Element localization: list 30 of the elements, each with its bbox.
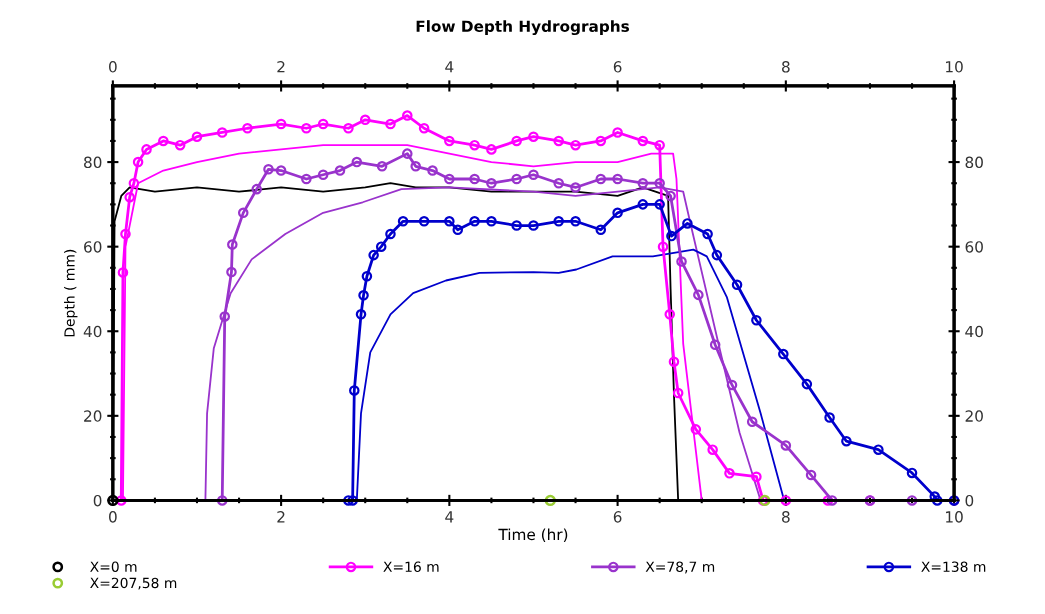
y2-tick-label: 0 [965,494,974,507]
x-axis-title: Time (hr) [498,528,568,543]
x-tick-label: 10 [946,511,963,523]
y-tick-label: 40 [83,325,102,338]
legend-label: X=207,58 m [90,577,177,590]
y-axis-title: Depth ( mm) [64,249,78,337]
x2-tick-label: 10 [946,61,963,73]
x-tick-label: 6 [613,511,622,523]
legend-label: X=78,7 m [645,561,715,574]
legend-label: X=16 m [383,561,439,572]
x2-tick-label: 0 [109,61,117,73]
x2-tick-label: 6 [613,61,622,73]
x2-tick-label: 8 [782,61,790,73]
y2-tick-label: 40 [965,325,983,338]
y2-tick-label: 60 [965,241,983,253]
y2-tick-label: 20 [965,410,983,422]
chart-title: Flow Depth Hydrographs [416,20,630,36]
y-tick-label: 60 [84,241,102,253]
y-tick-label: 80 [84,156,102,169]
x2-tick-label: 2 [277,61,285,73]
legend-label: X=0 m [90,561,137,572]
y-tick-label: 0 [93,494,102,507]
legend-label: X=138 m [921,561,986,572]
x-tick-label: 8 [782,511,790,523]
y2-tick-label: 80 [965,156,983,169]
y-tick-label: 20 [84,410,102,422]
x2-tick-label: 4 [445,61,454,73]
x-tick-label: 4 [445,511,454,523]
x-tick-label: 0 [109,511,117,523]
x-tick-label: 2 [277,511,285,523]
